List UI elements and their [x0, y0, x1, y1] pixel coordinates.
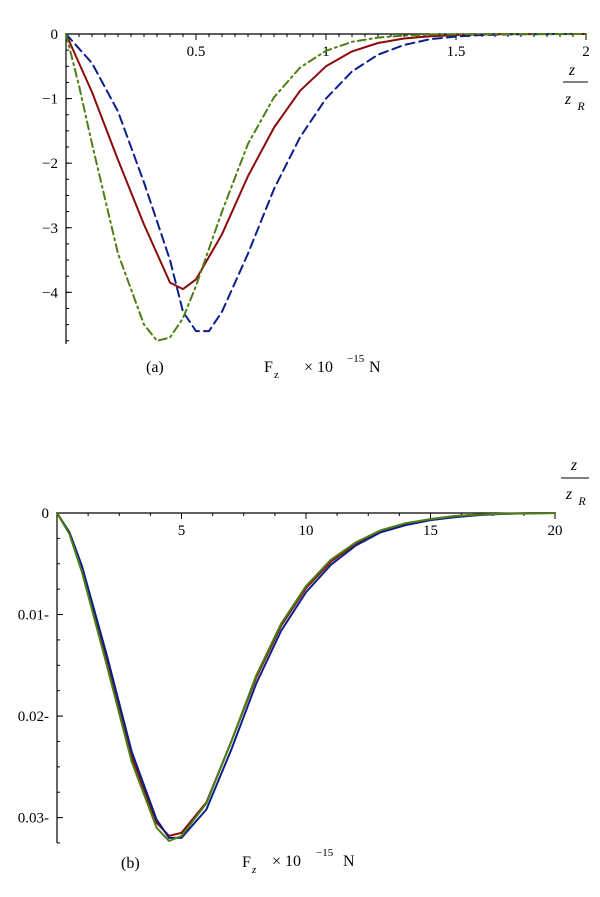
panel-b-series-line-3 [56, 512, 556, 842]
panel-b-ylabel-scale: × 10 [272, 853, 301, 870]
panel-b-ylabel-base: F [242, 854, 251, 871]
panel-a-ylabel-unit: N [369, 359, 381, 376]
panel-b-y-tick-label: 0.02- [18, 709, 49, 725]
panel-a-ticks: 0.5 1 1.5 2 0 −1 −2 −3 −4 [42, 27, 590, 342]
panel-a-ylabel-sub: z [274, 369, 279, 381]
panel-a-xlabel-denominator: z [564, 91, 572, 108]
panel-b-x-tick-label: 5 [178, 523, 186, 539]
panel-a-x-tick-label: 1 [322, 44, 330, 60]
panel-b-label: (b) [121, 855, 140, 872]
panel-a: 0.5 1 1.5 2 0 −1 −2 −3 −4 z z R (a) F z × 10 −15… [42, 27, 590, 381]
panel-b-ylabel-unit: N [343, 853, 355, 870]
panel-b-series [56, 512, 556, 842]
panel-a-series [65, 33, 587, 342]
panel-b-series-line-1 [56, 512, 556, 837]
panel-a-x-tick-label: 2 [582, 44, 590, 60]
panel-b-xlabel-denominator: z [565, 486, 573, 503]
panel-a-y-tick-label: −4 [42, 285, 58, 301]
panel-b-ylabel-exp: −15 [316, 847, 334, 859]
panel-b: 5 10 15 20 0 0.01- 0.02- 0.03- z z R (b) F z × … [18, 457, 589, 876]
panel-b-xlabel: z z R [561, 457, 589, 508]
panel-a-x-tick-label: 0.5 [187, 44, 206, 60]
panel-b-series-line-2 [56, 512, 556, 839]
panel-a-x-tick-label: 1.5 [447, 44, 466, 60]
panel-b-x-tick-label: 20 [548, 523, 563, 539]
panel-b-x-tick-label: 15 [423, 523, 438, 539]
panel-b-xlabel-denominator-sub: R [577, 494, 586, 508]
panel-a-y-tick-label: −1 [42, 92, 58, 108]
panel-a-ylabel-exp: −15 [347, 353, 365, 365]
panel-a-ylabel-base: F [264, 359, 273, 376]
panel-b-ylabel: F z × 10 −15 N [242, 847, 355, 876]
panel-a-ylabel-scale: × 10 [304, 359, 333, 376]
panel-b-x-tick-label: 10 [299, 523, 314, 539]
panel-a-series-line-3 [65, 33, 587, 342]
panel-b-y-tick-label: 0.01- [18, 608, 49, 624]
panel-b-y-tick-label: 0.03- [18, 811, 49, 827]
panel-b-ylabel-sub: z [251, 864, 257, 876]
panel-b-y-tick-label: 0 [42, 506, 50, 522]
panel-a-xlabel: z z R [563, 62, 588, 113]
panel-b-ticks: 5 10 15 20 0 0.01- 0.02- 0.03- [18, 506, 563, 844]
panel-b-xlabel-numerator: z [570, 457, 578, 474]
panel-a-xlabel-denominator-sub: R [576, 99, 585, 113]
panel-a-xlabel-numerator: z [568, 62, 576, 79]
panel-a-series-line-1 [65, 33, 587, 291]
panel-a-y-tick-label: −2 [42, 156, 58, 172]
panel-a-label: (a) [146, 359, 164, 376]
panel-a-y-tick-label: −3 [42, 221, 58, 237]
panel-a-series-line-2 [65, 33, 587, 333]
panel-a-ylabel: F z × 10 −15 N [264, 353, 381, 381]
panel-a-y-tick-label: 0 [51, 27, 59, 43]
